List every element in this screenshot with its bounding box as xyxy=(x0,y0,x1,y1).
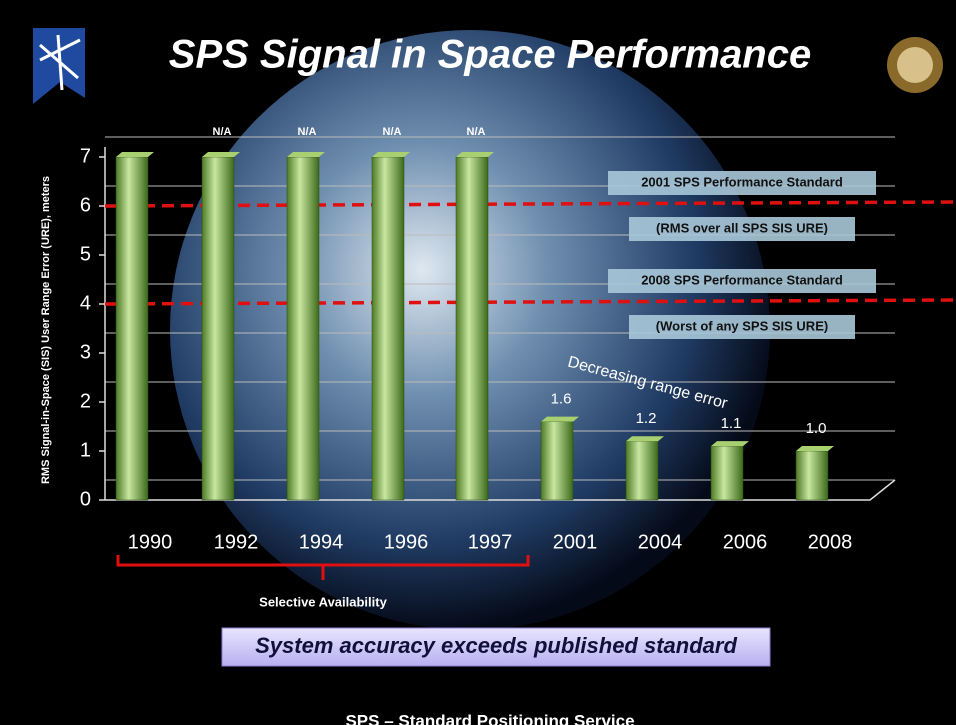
banner-text: System accuracy exceeds published standa… xyxy=(255,633,737,658)
bar xyxy=(795,450,829,501)
reference-label-box xyxy=(629,315,855,339)
bar xyxy=(286,156,320,501)
x-tick-label: 2001 xyxy=(553,531,598,553)
y-tick-label: 6 xyxy=(80,194,91,216)
logo-right xyxy=(887,37,943,93)
bar xyxy=(710,445,744,501)
bar xyxy=(115,156,149,501)
x-tick-label: 1990 xyxy=(128,531,173,553)
bar xyxy=(625,440,659,501)
floor xyxy=(105,479,896,501)
reference-label: (RMS over all SPS SIS URE) xyxy=(656,220,828,235)
y-tick-label: 1 xyxy=(80,439,91,461)
bar-top xyxy=(456,152,494,157)
bar-top xyxy=(541,416,579,422)
bar-top xyxy=(796,446,834,451)
x-tick-label: 2006 xyxy=(723,531,768,553)
x-tick-label: 1996 xyxy=(384,531,429,553)
reference-line xyxy=(104,298,956,306)
bar-top xyxy=(116,152,154,157)
bracket xyxy=(116,555,530,580)
value-label: N/A xyxy=(467,126,486,138)
reference-label-box xyxy=(608,171,876,195)
value-label: N/A xyxy=(298,126,317,138)
logo-left xyxy=(33,28,85,104)
value-label: N/A xyxy=(213,126,232,138)
bar-top xyxy=(372,152,410,157)
y-tick-label: 5 xyxy=(80,243,91,265)
footer: SPS – Standard Positioning Service xyxy=(345,711,634,725)
bar xyxy=(455,156,489,501)
bar-top xyxy=(626,436,664,442)
bar-top xyxy=(711,441,749,447)
bar xyxy=(540,421,574,501)
plot: 0 1 2 3 4 5 6 7 2001 SPS Performance Standard (RM… xyxy=(80,126,956,553)
value-label: 1.2 xyxy=(636,410,657,427)
bar-top xyxy=(287,152,325,157)
reference-line xyxy=(104,200,956,208)
banner-box xyxy=(221,627,771,667)
reference-label: 2001 SPS Performance Standard xyxy=(641,174,843,189)
reference-label-box xyxy=(608,269,876,293)
bar xyxy=(201,156,235,501)
x-tick-label: 1992 xyxy=(214,531,259,553)
y-tick-label: 3 xyxy=(80,341,91,363)
x-tick-label: 1994 xyxy=(299,531,344,553)
value-label: 1.1 xyxy=(721,415,742,432)
x-tick-label: 2008 xyxy=(808,531,853,553)
y-tick-label: 7 xyxy=(80,145,91,167)
bar-top xyxy=(202,152,240,157)
bracket-label: Selective Availability xyxy=(259,594,387,609)
bar xyxy=(371,156,405,501)
x-tick-label: 1997 xyxy=(468,531,513,553)
reference-label: (Worst of any SPS SIS URE) xyxy=(656,318,828,333)
x-tick-label: 2004 xyxy=(638,531,683,553)
value-label: N/A xyxy=(383,126,402,138)
y-tick-label: 2 xyxy=(80,390,91,412)
reference-label: 2008 SPS Performance Standard xyxy=(641,272,843,287)
reference-label-box xyxy=(629,217,855,241)
chart-title: SPS Signal in Space Performance xyxy=(169,33,811,77)
value-label: 1.0 xyxy=(806,420,827,437)
value-label: 1.6 xyxy=(551,391,572,408)
y-tick-label: 4 xyxy=(80,292,91,314)
y-tick-label: 0 xyxy=(80,488,91,510)
y-axis-label: RMS Signal-in-Space (SIS) User Range Err… xyxy=(40,176,52,484)
